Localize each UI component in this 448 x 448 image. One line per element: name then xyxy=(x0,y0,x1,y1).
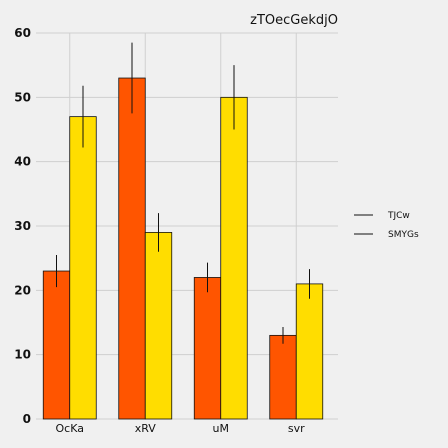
x-tick-label: OcKa xyxy=(56,422,84,435)
y-tick-label: 60 xyxy=(14,26,31,40)
x-tick-label: xRV xyxy=(135,422,157,435)
bar-TJCw-uM xyxy=(193,277,222,420)
bar-SMYGs-OcKa xyxy=(69,116,97,420)
bar-SMYGs-uM xyxy=(220,96,248,420)
bar-TJCw-svr xyxy=(269,334,297,420)
legend-label: TJCw xyxy=(387,211,410,221)
y-tick-label: 40 xyxy=(14,155,31,169)
legend-label: SMYGs xyxy=(388,230,419,240)
y-tick-label: 50 xyxy=(14,90,31,104)
y-tick-label: 10 xyxy=(14,348,31,362)
bars xyxy=(42,77,324,420)
bar-SMYGs-svr xyxy=(295,283,324,420)
bar-TJCw-xRV xyxy=(118,77,146,420)
bar-SMYGs-xRV xyxy=(144,232,173,420)
chart-title: zTOecGekdjO xyxy=(250,13,338,28)
x-tick-label: svr xyxy=(288,422,305,435)
y-axis-ticks: 0 10 20 30 40 50 60 xyxy=(14,26,31,426)
error-bars xyxy=(56,42,310,344)
legend: TJCw SMYGs xyxy=(354,211,419,240)
x-tick-label: uM xyxy=(213,422,229,435)
y-tick-label: 0 xyxy=(23,412,31,426)
y-tick-label: 30 xyxy=(14,219,31,233)
bar-TJCw-OcKa xyxy=(42,270,71,420)
x-axis-ticks: OcKa xRV uM svr xyxy=(56,422,306,435)
y-tick-label: 20 xyxy=(14,283,31,297)
